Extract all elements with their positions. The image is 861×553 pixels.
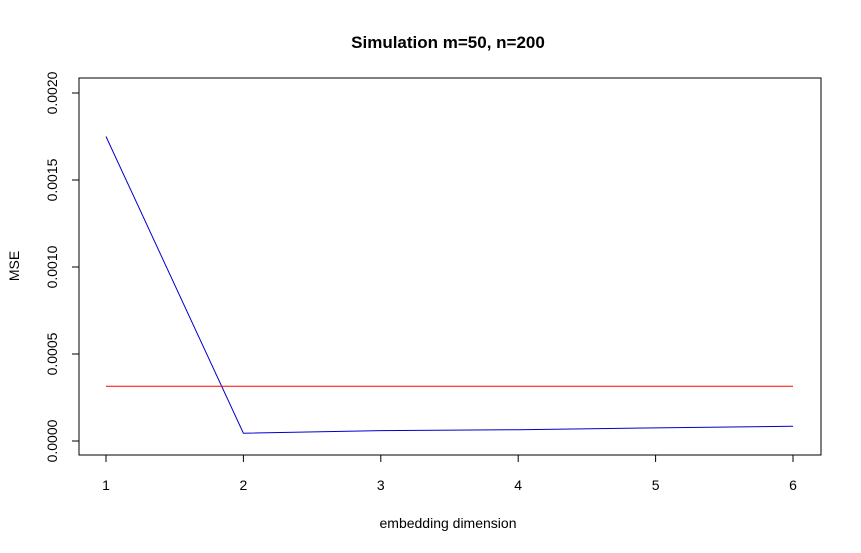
y-axis-label: MSE	[6, 251, 22, 281]
x-tick-label: 1	[102, 477, 110, 493]
x-tick-label: 6	[789, 477, 797, 493]
series-layer	[105, 136, 794, 434]
x-tick-label: 3	[377, 477, 385, 493]
series-line-1	[105, 136, 794, 434]
y-tick-label: 0.0000	[44, 419, 60, 462]
x-tick-label: 2	[240, 477, 248, 493]
plot-area-box	[78, 77, 822, 456]
x-axis-label: embedding dimension	[380, 515, 517, 531]
x-axis: 1 2 3 4 5 6	[102, 454, 797, 493]
y-tick-label: 0.0015	[44, 158, 60, 201]
x-tick-label: 5	[652, 477, 660, 493]
y-tick-label: 0.0005	[44, 332, 60, 375]
y-tick-label: 0.0020	[44, 71, 60, 114]
x-tick-label: 4	[514, 477, 522, 493]
chart-title: Simulation m=50, n=200	[351, 33, 545, 52]
y-tick-label: 0.0010	[44, 245, 60, 288]
y-axis: 0.0000 0.0005 0.0010 0.0015 0.0020	[44, 71, 80, 462]
